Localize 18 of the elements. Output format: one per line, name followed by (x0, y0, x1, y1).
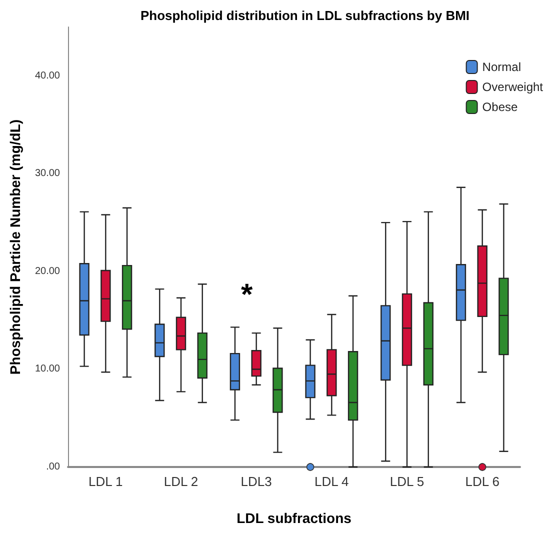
annotation: * (241, 278, 253, 312)
legend-label: Overweight (482, 80, 544, 94)
y-tick-label: 30.00 (34, 168, 60, 180)
y-tick-label: 10.00 (34, 364, 60, 375)
x-tick-label: LDL 6 (465, 474, 500, 489)
x-tick-label: LDL 5 (390, 474, 424, 489)
x-tick-label: LDL 4 (314, 474, 349, 489)
chart-title: Phospholipid distribution in LDL subfractions by BMI (140, 8, 470, 23)
x-tick-label: LDL3 (240, 474, 272, 489)
y-axis-title: Phospholipid Particle Number (mg/dL) (7, 119, 23, 375)
x-tick-label: LDL 2 (164, 474, 198, 489)
x-axis-title: LDL subfractions (236, 510, 352, 526)
y-tick-label: 40.00 (34, 70, 60, 82)
y-tick-label: 20.00 (34, 266, 60, 277)
x-tick-label: LDL 1 (88, 474, 123, 489)
y-tick-label: .00 (46, 462, 60, 472)
legend-label: Obese (482, 100, 518, 114)
legend-label: Normal (482, 60, 521, 74)
